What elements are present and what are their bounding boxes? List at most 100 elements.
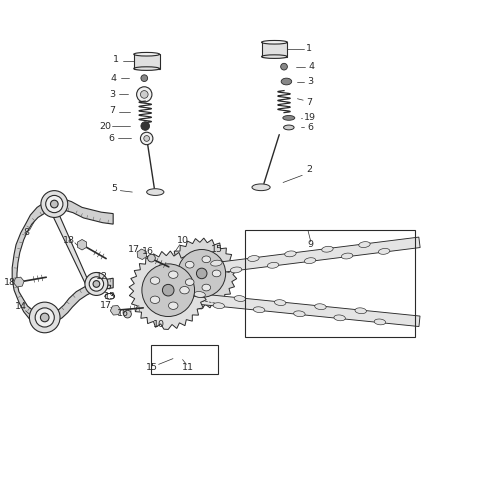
Circle shape	[281, 63, 288, 70]
Text: 9: 9	[308, 240, 314, 249]
Text: 8: 8	[23, 228, 29, 237]
Ellipse shape	[322, 247, 333, 252]
Ellipse shape	[234, 295, 246, 301]
Circle shape	[85, 272, 108, 295]
Ellipse shape	[168, 271, 178, 278]
Ellipse shape	[202, 256, 211, 262]
Polygon shape	[201, 237, 420, 275]
Text: 4: 4	[111, 74, 117, 83]
Polygon shape	[77, 240, 86, 250]
Ellipse shape	[304, 257, 316, 263]
Circle shape	[148, 254, 156, 262]
Polygon shape	[14, 277, 24, 287]
Ellipse shape	[150, 277, 160, 284]
Bar	[245, 231, 415, 337]
Ellipse shape	[294, 311, 305, 317]
Bar	[262, 42, 288, 56]
Ellipse shape	[147, 189, 164, 196]
Circle shape	[35, 308, 54, 327]
Ellipse shape	[230, 267, 242, 273]
Ellipse shape	[134, 52, 159, 56]
Bar	[134, 54, 159, 68]
Circle shape	[162, 284, 174, 296]
Circle shape	[46, 196, 63, 213]
Text: 11: 11	[182, 363, 194, 372]
Text: 5: 5	[112, 184, 118, 193]
Circle shape	[178, 250, 226, 297]
Text: 7: 7	[306, 98, 312, 107]
Text: 3: 3	[307, 77, 313, 86]
Text: 2: 2	[306, 165, 312, 174]
Text: 15: 15	[211, 245, 223, 254]
Ellipse shape	[374, 319, 385, 325]
Polygon shape	[12, 199, 113, 324]
Text: 10: 10	[153, 320, 165, 329]
Ellipse shape	[378, 249, 390, 254]
Polygon shape	[52, 210, 111, 289]
Text: 16: 16	[117, 309, 129, 318]
Text: 15: 15	[146, 363, 158, 372]
Circle shape	[50, 200, 58, 208]
Polygon shape	[166, 238, 237, 309]
Ellipse shape	[248, 255, 259, 261]
Circle shape	[93, 280, 100, 287]
Text: 10: 10	[177, 237, 189, 246]
Circle shape	[124, 310, 132, 318]
Ellipse shape	[262, 55, 288, 58]
Ellipse shape	[202, 284, 211, 291]
Circle shape	[137, 87, 152, 102]
Circle shape	[196, 268, 207, 279]
Ellipse shape	[267, 262, 279, 268]
Text: 6: 6	[308, 123, 314, 132]
Text: 17: 17	[100, 301, 112, 310]
Circle shape	[141, 122, 150, 130]
Polygon shape	[182, 292, 420, 326]
Ellipse shape	[275, 300, 286, 305]
Ellipse shape	[252, 184, 270, 191]
Circle shape	[144, 136, 150, 141]
Circle shape	[41, 191, 68, 218]
Text: 4: 4	[309, 62, 315, 71]
Ellipse shape	[281, 78, 292, 85]
Circle shape	[40, 313, 49, 322]
Ellipse shape	[194, 291, 205, 297]
Text: 3: 3	[109, 90, 115, 99]
Ellipse shape	[359, 242, 370, 248]
Ellipse shape	[211, 260, 222, 266]
Circle shape	[89, 277, 104, 291]
Ellipse shape	[284, 125, 294, 130]
Ellipse shape	[134, 67, 159, 70]
Circle shape	[142, 264, 194, 316]
Ellipse shape	[253, 307, 265, 313]
Polygon shape	[137, 249, 147, 259]
Ellipse shape	[341, 253, 353, 259]
Polygon shape	[110, 305, 121, 315]
Circle shape	[141, 91, 148, 98]
Polygon shape	[129, 251, 207, 329]
Text: 13: 13	[104, 292, 116, 301]
Text: 18: 18	[63, 237, 75, 246]
Text: 6: 6	[109, 134, 115, 143]
Circle shape	[141, 75, 148, 81]
Text: 19: 19	[304, 113, 316, 122]
Text: 18: 18	[4, 277, 16, 286]
Text: 17: 17	[128, 245, 140, 254]
Ellipse shape	[283, 115, 295, 120]
Text: 16: 16	[142, 247, 154, 256]
Text: 20: 20	[99, 122, 111, 131]
Ellipse shape	[185, 261, 194, 268]
Ellipse shape	[315, 304, 326, 309]
Ellipse shape	[168, 302, 178, 309]
Circle shape	[29, 302, 60, 333]
Text: 12: 12	[96, 272, 108, 281]
Ellipse shape	[334, 315, 346, 321]
Ellipse shape	[355, 308, 366, 314]
Text: 1: 1	[306, 44, 312, 53]
Text: 7: 7	[109, 106, 115, 115]
Text: 14: 14	[15, 302, 27, 311]
Ellipse shape	[285, 251, 296, 257]
Ellipse shape	[150, 296, 160, 303]
Ellipse shape	[213, 303, 225, 308]
Text: 1: 1	[113, 55, 119, 64]
Bar	[152, 345, 218, 374]
